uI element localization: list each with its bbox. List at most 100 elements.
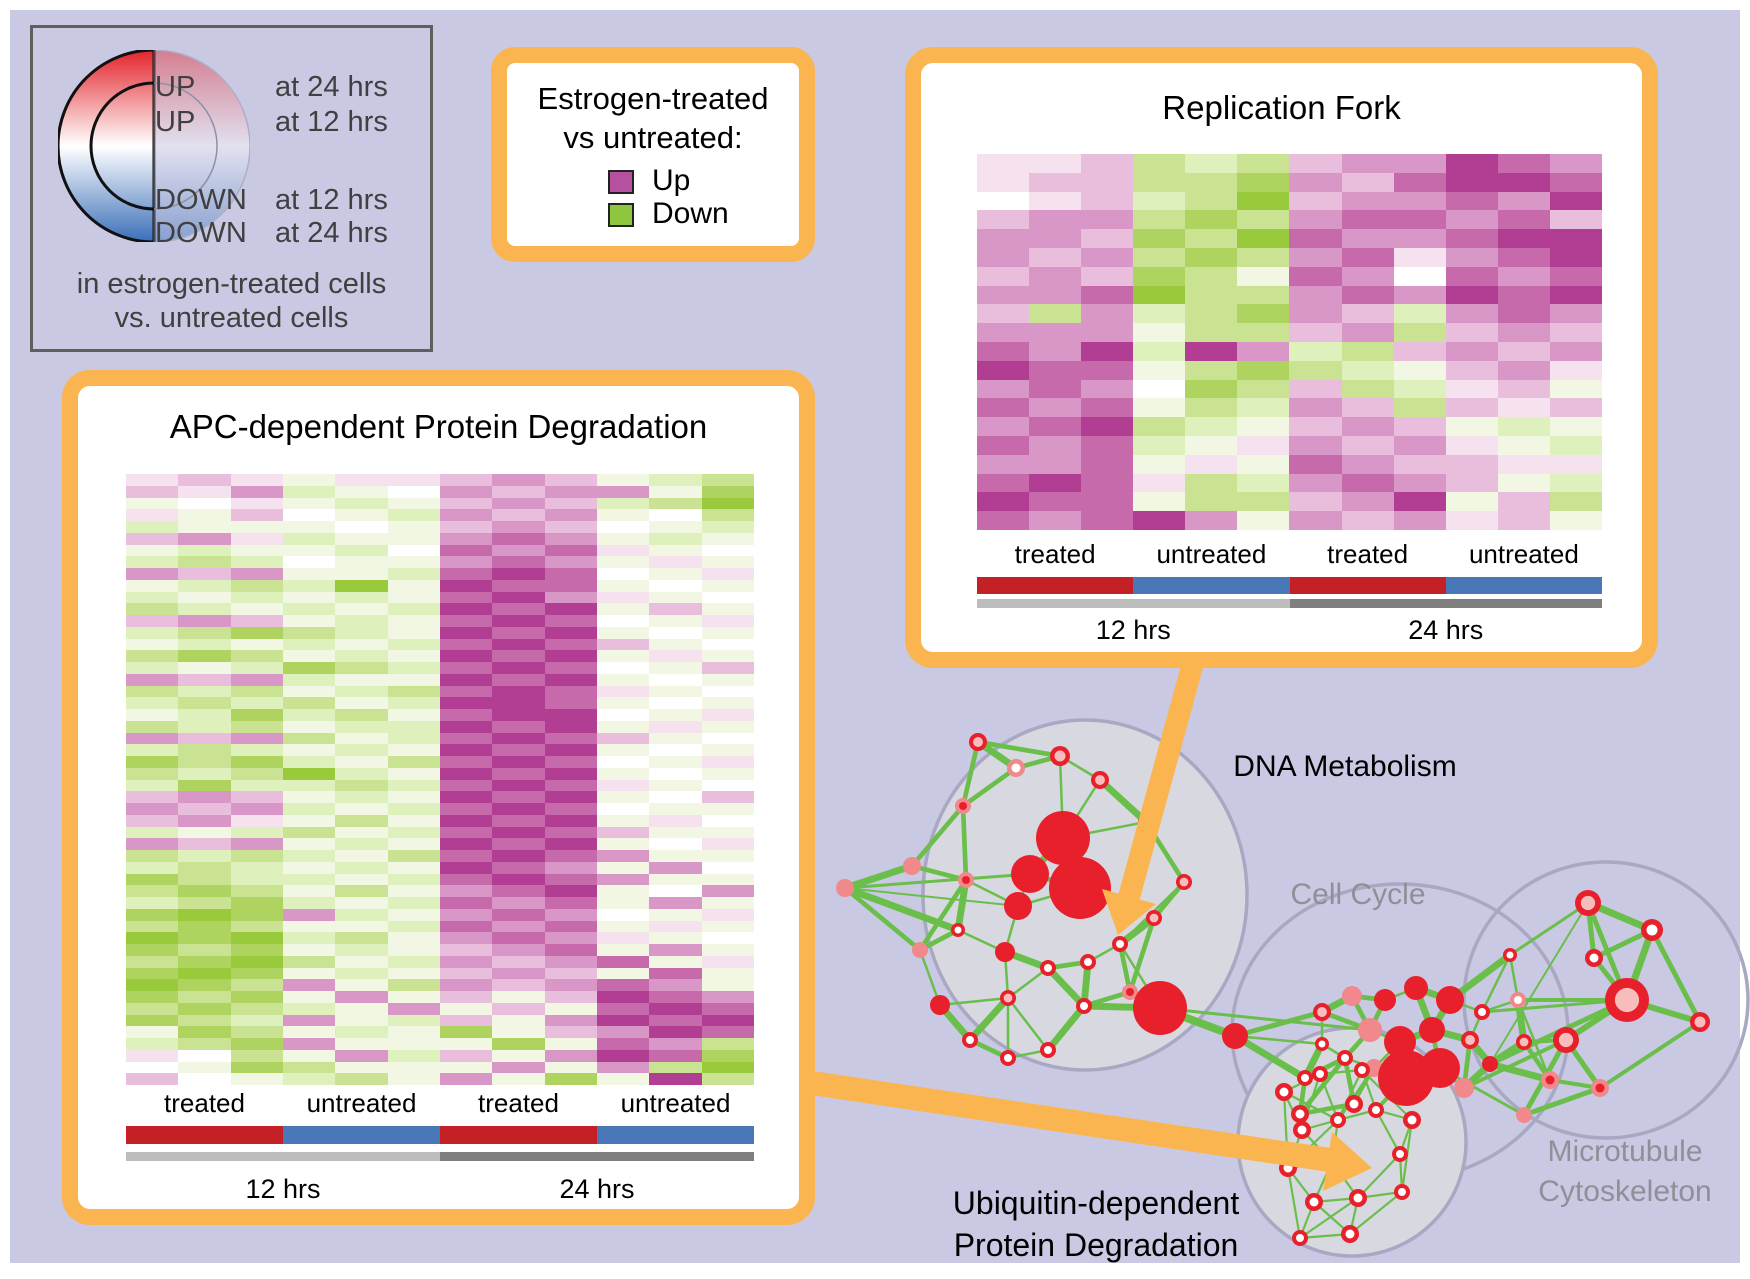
heatmap-cell — [282, 556, 336, 568]
heatmap-cell — [596, 532, 650, 545]
gene-node — [1419, 1017, 1445, 1043]
heatmap-cell — [230, 744, 283, 756]
heatmap-cell — [1393, 511, 1446, 530]
heatmap-cell — [544, 497, 597, 510]
heatmap-cell — [701, 709, 754, 721]
network-edge — [911, 863, 967, 883]
network-edge — [1509, 901, 1589, 957]
heatmap-cell — [1393, 229, 1446, 248]
network-edge — [1649, 928, 1703, 1024]
heatmap-cell — [492, 720, 545, 733]
heatmap-cell — [178, 532, 231, 545]
heatmap-cell — [178, 685, 231, 698]
heatmap-cell — [439, 709, 493, 721]
heatmap-cell — [178, 861, 231, 874]
heatmap-cell — [544, 709, 597, 721]
heatmap-cell — [1393, 191, 1446, 211]
heatmap-cell — [596, 873, 650, 886]
heatmap-cell — [439, 1002, 493, 1015]
heatmap-cell — [1185, 210, 1238, 230]
heatmap-cell — [439, 897, 493, 909]
network-edge — [1234, 1034, 1323, 1046]
heatmap-cell — [596, 697, 650, 709]
heatmap-cell — [492, 579, 545, 592]
gene-node — [1341, 1054, 1349, 1062]
apc-group-labels: treated untreated treated untreated — [126, 1088, 754, 1119]
treated-label: treated — [1014, 539, 1096, 569]
heatmap-cell — [1289, 247, 1342, 267]
gene-node — [836, 879, 854, 897]
heatmap-cell — [439, 544, 493, 557]
heatmap-cell — [701, 1038, 754, 1050]
heatmap-cell — [492, 955, 545, 968]
network-edge — [967, 995, 1011, 1043]
heatmap-cell — [492, 944, 545, 956]
heatmap-cell — [439, 779, 493, 792]
heatmap-cell — [1237, 191, 1290, 211]
network-edge — [1007, 997, 1049, 1051]
heatmap-cell — [126, 615, 179, 627]
heatmap-cell — [596, 814, 650, 827]
gene-node — [1345, 1229, 1355, 1239]
heatmap-cell — [544, 650, 597, 662]
heatmap-cell — [126, 579, 179, 592]
heatmap-cell — [1237, 379, 1290, 399]
heatmap-cell — [1185, 473, 1238, 493]
heatmap-cell — [335, 509, 388, 521]
heatmap-cell — [439, 556, 493, 568]
heatmap-cell — [492, 474, 545, 486]
heatmap-cell — [544, 720, 597, 733]
heatmap-cell — [335, 1073, 388, 1085]
heatmap-cell — [282, 650, 336, 662]
heatmap-cell — [387, 944, 440, 956]
heatmap-cell — [1081, 210, 1134, 230]
heatmap-cell — [387, 850, 440, 862]
heatmap-cell — [1029, 341, 1082, 361]
heatmap-cell — [1185, 191, 1238, 211]
heatmap-cell — [387, 685, 440, 698]
heatmap-cell — [701, 732, 754, 745]
heatmap-cell — [178, 709, 231, 721]
heatmap-cell — [387, 1014, 440, 1027]
heatmap-cell — [1549, 266, 1602, 286]
heatmap-cell — [335, 474, 388, 486]
heatmap-cell — [1237, 341, 1290, 361]
gene-node — [1342, 986, 1362, 1006]
heatmap-cell — [282, 579, 336, 592]
heatmap-cell — [387, 885, 440, 897]
heatmap-cell — [1549, 398, 1602, 418]
heatmap-cell — [596, 920, 650, 933]
heatmap-cell — [126, 532, 179, 545]
heatmap-cell — [596, 485, 650, 498]
heatmap-cell — [126, 591, 179, 604]
up-word: UP — [155, 71, 196, 103]
heatmap-cell — [701, 779, 754, 792]
heatmap-cell — [649, 474, 702, 486]
legend-footer-line1: in estrogen-treated cells — [76, 268, 387, 300]
heatmap-cell — [439, 767, 493, 780]
heatmap-cell — [387, 979, 440, 991]
heatmap-cell — [544, 626, 597, 639]
heatmap-cell — [335, 885, 388, 897]
heatmap-cell — [544, 814, 597, 827]
heatmap-cell — [492, 638, 545, 651]
heatmap-cell — [1237, 360, 1290, 380]
gene-node — [966, 1036, 974, 1044]
heatmap-cell — [1185, 247, 1238, 267]
24hrs-label: 24 hrs — [559, 1174, 635, 1204]
heatmap-cell — [649, 638, 702, 651]
heatmap-cell — [596, 1014, 650, 1027]
heatmap-cell — [649, 967, 702, 980]
heatmap-cell — [1289, 511, 1342, 530]
heatmap-cell — [701, 1073, 754, 1085]
heatmap-cell — [282, 991, 336, 1003]
heatmap-cell — [230, 709, 283, 721]
heatmap-cell — [1341, 417, 1394, 436]
heatmap-cell — [1289, 266, 1342, 286]
heatmap-cell — [282, 532, 336, 545]
legend-row-up-24: UP — [155, 72, 195, 102]
heatmap-cell — [649, 1049, 702, 1062]
network-edge — [954, 879, 970, 931]
heatmap-cell — [387, 803, 440, 815]
heatmap-cell — [544, 979, 597, 991]
